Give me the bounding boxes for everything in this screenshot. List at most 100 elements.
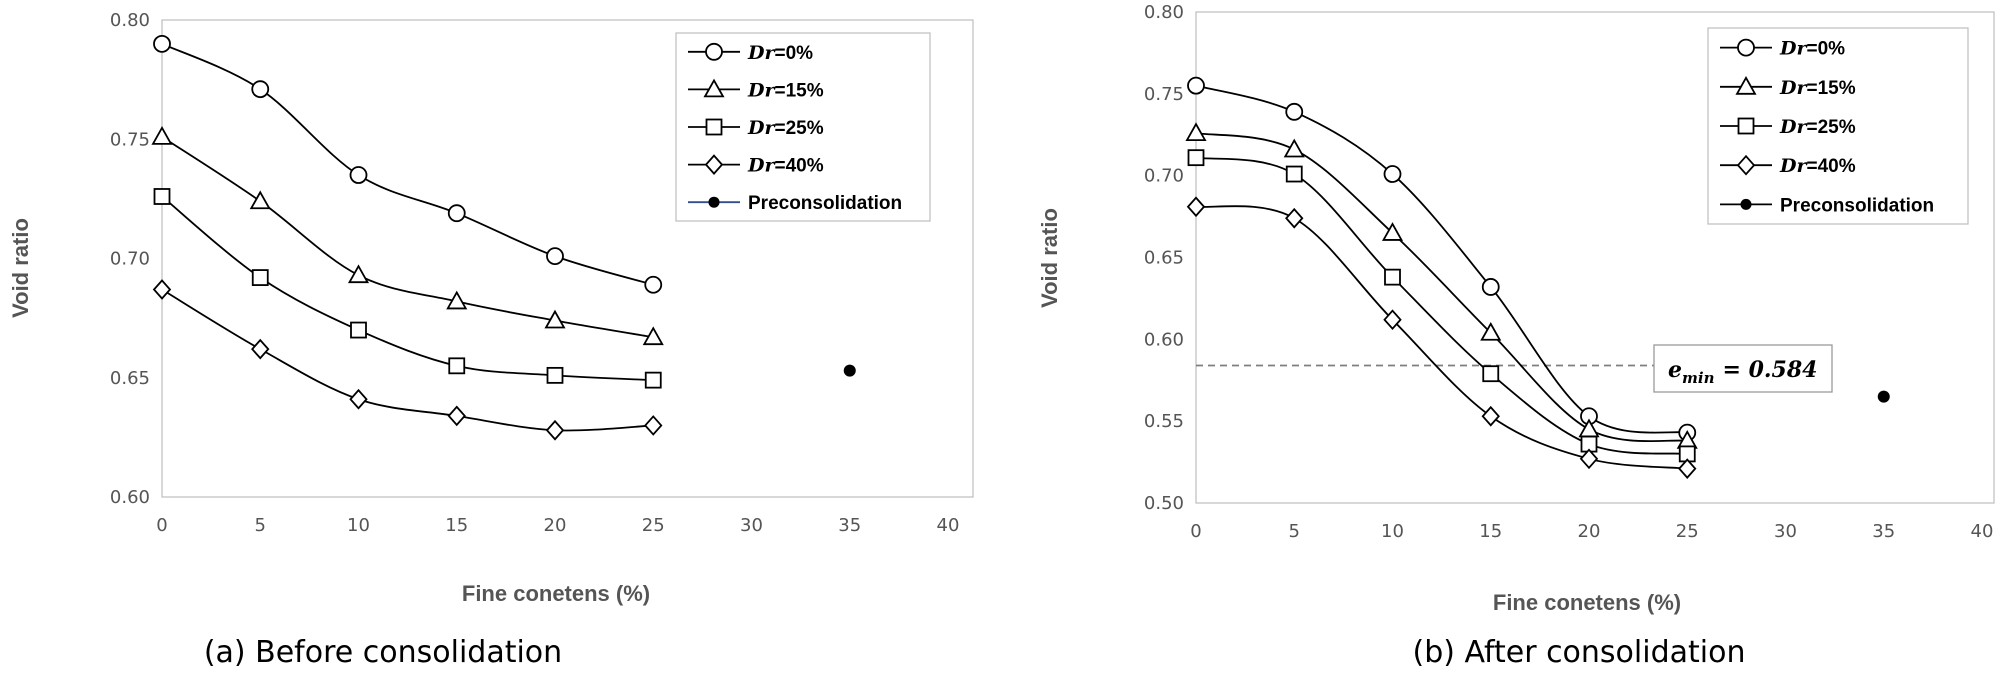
series-line — [1195, 84, 1688, 434]
y-tick-label: 0.65 — [1144, 248, 1184, 269]
plot-area-frame — [1195, 11, 1995, 504]
legend-marker-diamond — [1736, 154, 1756, 176]
x-tick-label: 5 — [255, 515, 266, 536]
chart-panel-b: 0.50 0.55 0.60 0.65 0.70 0.75 0.80 0 5 10 15 20 25 30… — [1037, 2, 1995, 670]
legend-dr-symbol: Dr — [747, 117, 776, 139]
x-tick-label: 5 — [1289, 521, 1300, 542]
series-line — [1195, 156, 1688, 455]
legend-entry-label: Preconsolidation — [1780, 195, 1934, 216]
data-point-diamond — [349, 388, 368, 410]
data-point-square — [350, 321, 367, 339]
data-point-circle — [1481, 278, 1500, 296]
legend-marker-preconsolidation — [1740, 198, 1752, 210]
preconsolidation-point — [843, 364, 856, 377]
data-point-square — [1285, 165, 1303, 183]
data-point-triangle — [446, 290, 468, 310]
series-circle — [1187, 76, 1697, 442]
legend-marker-triangle — [703, 78, 725, 98]
series-line — [1195, 132, 1688, 443]
data-point-triangle — [1480, 321, 1502, 341]
data-point-triangle — [249, 190, 271, 210]
legend-dr-value: =40% — [775, 156, 824, 177]
y-tick-label: 0.55 — [1144, 411, 1184, 432]
legend-dr-value: =0% — [1807, 39, 1846, 60]
series-line — [1195, 205, 1688, 470]
series-line — [161, 136, 654, 339]
legend-marker-preconsolidation — [708, 196, 720, 208]
data-point-square — [153, 188, 171, 205]
legend-dr-symbol: Dr — [1779, 116, 1808, 138]
data-point-square — [251, 269, 269, 286]
legend-marker-circle — [705, 42, 723, 61]
y-tick-label: 0.65 — [110, 368, 150, 389]
legend-entry-label: Dr=15% — [747, 79, 824, 101]
legend-dr-value: =25% — [1807, 117, 1856, 138]
legend-entry-label: Dr=0% — [747, 42, 813, 64]
legend-marker-square — [1737, 117, 1755, 135]
data-point-diamond — [447, 405, 466, 427]
data-point-square — [546, 366, 564, 384]
legend-entry-label: Dr=25% — [1779, 116, 1856, 138]
x-axis-label: Fine conetens (%) — [1493, 590, 1681, 615]
emin-subscript: min — [1682, 369, 1714, 387]
x-tick-label: 35 — [838, 515, 861, 536]
data-point-triangle — [642, 326, 664, 346]
data-point-circle — [447, 204, 466, 223]
legend-dr-symbol: Dr — [747, 79, 776, 101]
x-tick-label: 40 — [1971, 521, 1994, 542]
data-point-triangle — [544, 309, 566, 329]
panel-caption: (b) After consolidation — [1413, 635, 1746, 670]
series-square — [153, 188, 662, 389]
data-point-diamond — [1579, 448, 1599, 470]
series-line — [161, 195, 654, 382]
y-axis-label: Void ratio — [8, 218, 33, 318]
legend-marker-square — [705, 118, 723, 136]
x-tick-label: 30 — [1774, 521, 1797, 542]
x-tick-label: 20 — [1578, 521, 1601, 542]
data-point-diamond — [152, 279, 172, 300]
legend-entry-label: Dr=0% — [1779, 38, 1845, 60]
data-point-circle — [546, 247, 564, 266]
x-tick-label: 0 — [1190, 521, 1201, 542]
data-point-triangle — [1578, 418, 1600, 438]
data-point-circle — [349, 166, 368, 184]
data-point-circle — [1285, 102, 1304, 121]
legend-marker-triangle — [1735, 75, 1757, 95]
data-point-square — [1384, 268, 1401, 286]
legend-dr-symbol: Dr — [1779, 77, 1808, 99]
x-tick-label: 25 — [1676, 521, 1699, 542]
x-axis-label: Fine conetens (%) — [462, 581, 650, 606]
data-point-diamond — [1186, 196, 1206, 218]
data-point-diamond — [1481, 405, 1500, 427]
data-point-triangle — [151, 126, 173, 145]
y-tick-label: 0.75 — [110, 129, 150, 150]
series-diamond — [152, 279, 663, 441]
series-triangle — [1185, 122, 1698, 449]
legend-entry-label: Dr=40% — [747, 155, 824, 177]
data-point-circle — [251, 80, 270, 99]
data-point-square — [448, 357, 466, 375]
data-point-triangle — [1381, 222, 1404, 241]
data-point-diamond — [1678, 458, 1697, 479]
legend-dr-symbol: Dr — [1779, 38, 1808, 60]
y-tick-label: 0.70 — [1144, 166, 1184, 187]
legend-dr-value: =0% — [775, 43, 814, 64]
y-tick-label: 0.80 — [1144, 2, 1184, 23]
x-tick-label: 0 — [156, 515, 167, 536]
legend-dr-symbol: Dr — [747, 42, 776, 64]
legend-entry-label: Dr=15% — [1779, 77, 1856, 99]
x-tick-label: 15 — [445, 515, 468, 536]
x-tick-label: 15 — [1479, 521, 1502, 542]
chart-panel-a: 0.60 0.65 0.70 0.75 0.80 0 5 10 15 20 25 30 35 40 Fine… — [8, 10, 974, 670]
legend-dr-value: =15% — [775, 80, 824, 101]
legend-dr-value: =15% — [1807, 78, 1856, 99]
legend-dr-value: =40% — [1807, 156, 1856, 177]
legend-dr-symbol: Dr — [747, 155, 776, 177]
series-triangle — [151, 126, 664, 346]
y-tick-label: 0.60 — [110, 487, 150, 508]
data-point-diamond — [545, 419, 565, 441]
data-point-diamond — [1383, 309, 1402, 331]
data-point-diamond — [251, 338, 270, 360]
legend-entry-label: Dr=25% — [747, 117, 824, 139]
